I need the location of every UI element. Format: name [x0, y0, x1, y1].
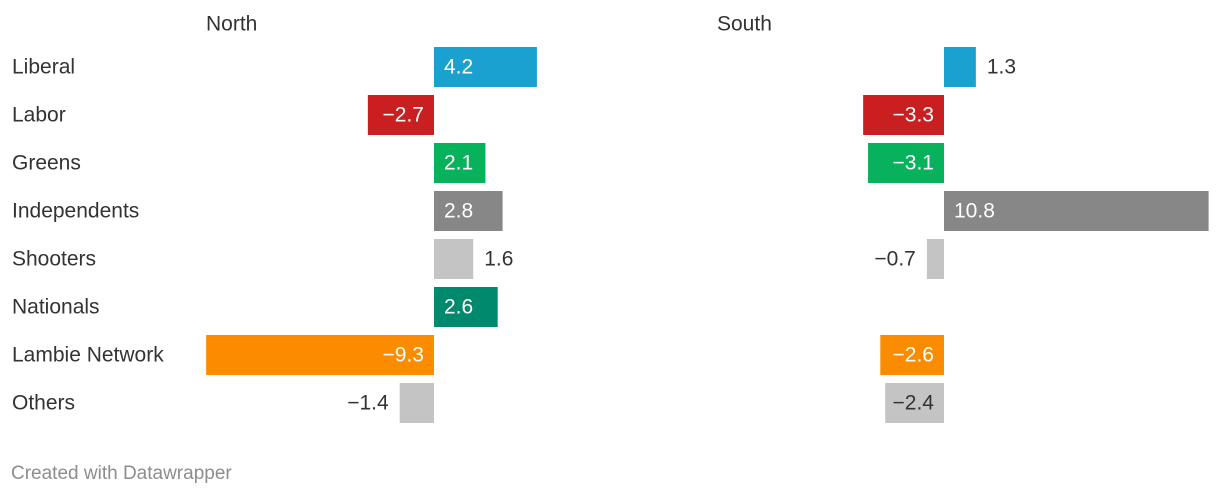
category-label: Liberal [12, 56, 75, 79]
bar [944, 47, 976, 87]
value-label: 2.8 [444, 200, 473, 223]
panel-title: South [717, 13, 772, 36]
bar [944, 191, 1209, 231]
bar [926, 239, 944, 279]
value-label: 10.8 [954, 200, 995, 223]
footer-credit: Created with Datawrapper [11, 463, 232, 484]
bar [863, 95, 944, 135]
bar [434, 239, 474, 279]
bar [434, 191, 503, 231]
value-label: −1.4 [347, 392, 389, 415]
category-label: Labor [12, 104, 66, 127]
value-label: −2.7 [383, 104, 424, 127]
bar [434, 287, 498, 327]
bar [885, 383, 944, 423]
value-label: −2.6 [893, 344, 934, 367]
value-label: −9.3 [383, 344, 424, 367]
value-label: 2.1 [444, 152, 473, 175]
category-label: Greens [12, 152, 81, 175]
panel-title: North [206, 13, 257, 36]
value-label: 1.3 [987, 56, 1016, 79]
value-label: 4.2 [444, 56, 473, 79]
bar [434, 47, 537, 87]
value-label: −2.4 [893, 392, 935, 415]
value-label: 1.6 [484, 248, 513, 271]
bar [399, 383, 434, 423]
value-label: −0.7 [874, 248, 915, 271]
value-label: −3.3 [893, 104, 934, 127]
value-label: 2.6 [444, 296, 473, 319]
category-label: Nationals [12, 296, 100, 319]
bar [434, 143, 486, 183]
bar [868, 143, 944, 183]
category-label: Others [12, 392, 75, 415]
bar [367, 95, 434, 135]
value-label: −3.1 [893, 152, 934, 175]
category-label: Lambie Network [12, 344, 164, 367]
bar [880, 335, 944, 375]
bar [206, 335, 434, 375]
category-label: Shooters [12, 248, 96, 271]
category-label: Independents [12, 200, 139, 223]
